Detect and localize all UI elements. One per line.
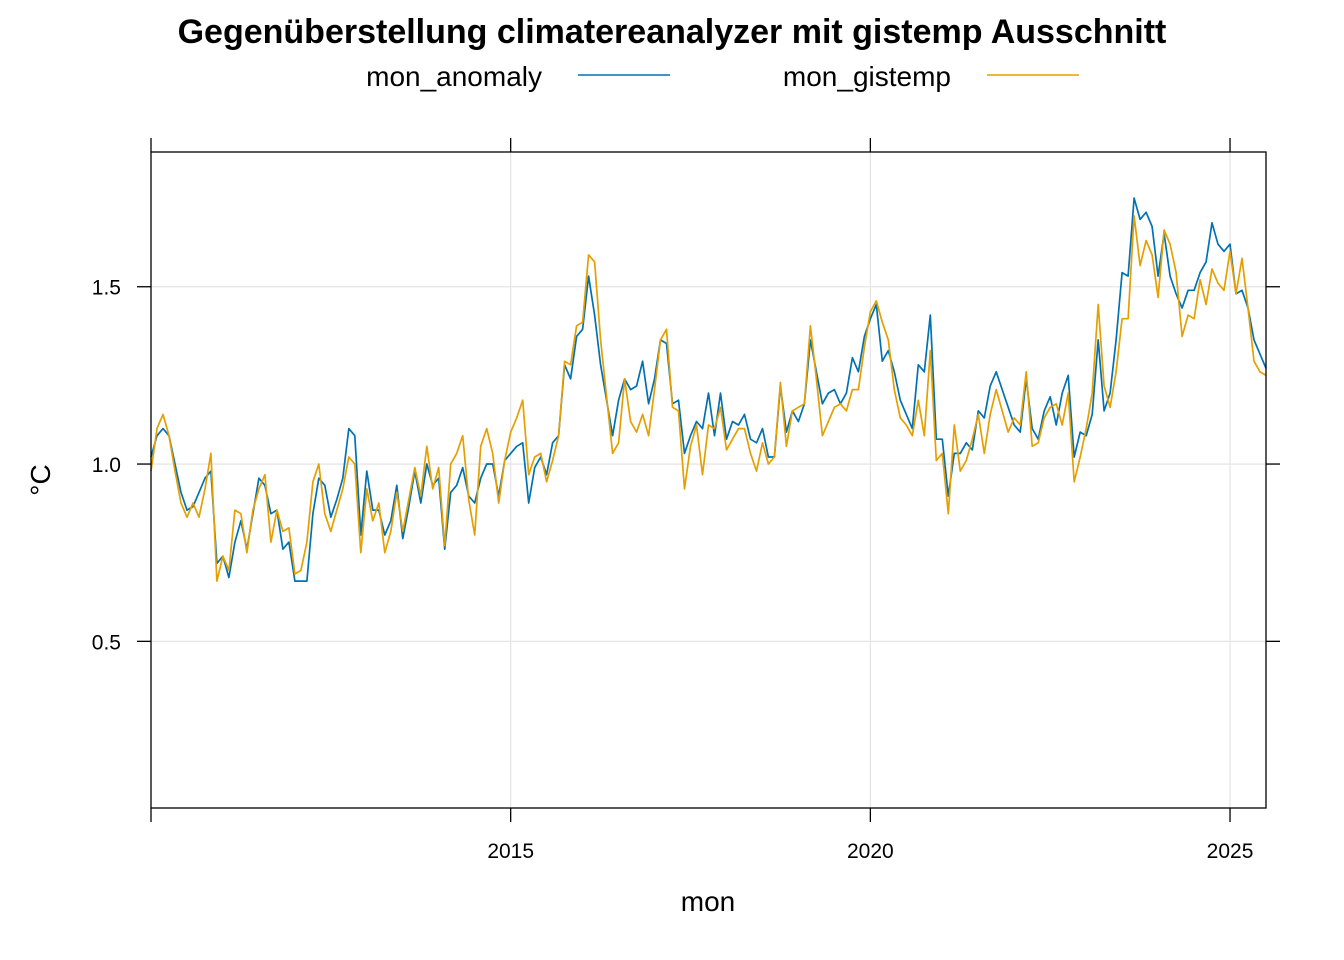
x-axis-label: mon (681, 886, 735, 917)
y-tick-label: 0.5 (92, 631, 121, 654)
y-tick-label: 1.0 (92, 454, 121, 477)
grid (151, 152, 1266, 808)
tick-labels: 2015 2020 2025 0.5 1.0 1.5 (92, 277, 1254, 863)
x-tick-label: 2020 (847, 840, 894, 863)
series-line-mon-gistemp (150, 214, 1267, 582)
ticks (137, 138, 1280, 822)
series-line-mon-anomaly (150, 197, 1267, 582)
series-layer (150, 197, 1267, 582)
x-tick-label: 2015 (487, 840, 534, 863)
x-tick-label: 2025 (1207, 840, 1254, 863)
legend: mon_anomaly mon_gistemp (366, 61, 1079, 92)
y-tick-label: 1.5 (92, 277, 121, 300)
plot-frame (150, 151, 1267, 809)
y-axis-label: °C (25, 464, 56, 495)
legend-label-mon-anomaly: mon_anomaly (366, 61, 542, 92)
legend-label-mon-gistemp: mon_gistemp (783, 61, 951, 92)
chart-title: Gegenüberstellung climatereanalyzer mit … (178, 13, 1167, 51)
